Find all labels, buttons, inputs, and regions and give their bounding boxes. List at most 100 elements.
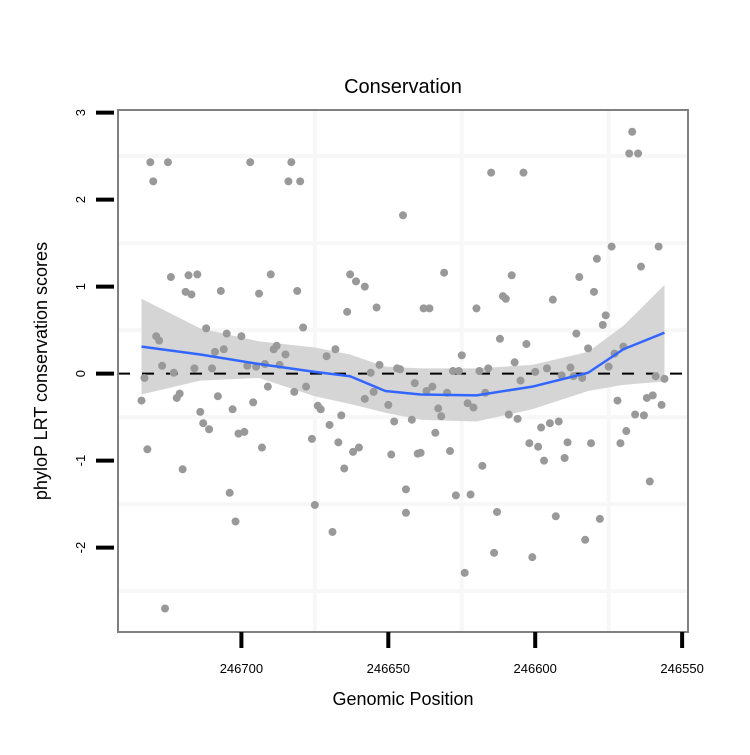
data-point — [178, 465, 187, 474]
data-point — [463, 399, 472, 408]
data-point — [390, 417, 399, 426]
data-point — [607, 242, 616, 251]
x-tick-label: 246600 — [514, 661, 557, 676]
data-point — [340, 464, 349, 473]
smooth-line — [141, 331, 665, 397]
y-tick-label: 0 — [73, 370, 88, 377]
y-axis: 3 2 1 0 -1 -2 — [73, 109, 114, 553]
data-point — [169, 368, 178, 377]
data-point — [528, 553, 537, 562]
data-point — [566, 363, 575, 372]
data-point — [595, 514, 604, 523]
data-point — [193, 270, 202, 279]
y-tick-label: 3 — [73, 109, 88, 116]
smooth-fit-line — [141, 331, 665, 397]
data-point — [146, 158, 155, 167]
data-point — [466, 490, 475, 499]
x-tick-label: 246700 — [220, 661, 263, 676]
data-point — [401, 485, 410, 494]
data-point — [387, 450, 396, 459]
data-point — [349, 447, 358, 456]
data-point — [575, 273, 584, 282]
data-point — [625, 149, 634, 158]
data-point — [208, 364, 217, 373]
data-point — [560, 454, 569, 462]
data-point — [190, 364, 199, 373]
data-point — [581, 535, 590, 544]
data-point — [325, 420, 334, 429]
data-point — [545, 419, 554, 428]
data-point — [490, 548, 499, 557]
data-point — [537, 423, 546, 432]
data-point — [255, 289, 264, 298]
x-axis: 246700 246650 246600 246550 — [220, 632, 704, 676]
data-point — [266, 270, 275, 279]
data-point — [187, 290, 196, 299]
data-point — [331, 345, 340, 354]
data-point — [143, 445, 152, 454]
data-point — [542, 364, 551, 373]
data-point — [231, 517, 240, 526]
data-point — [454, 367, 463, 375]
data-point — [228, 405, 237, 414]
data-point — [210, 347, 219, 356]
data-point — [604, 362, 613, 371]
data-point — [636, 262, 645, 271]
y-tick-label: 2 — [73, 196, 88, 203]
data-point — [534, 442, 543, 451]
data-point — [484, 364, 493, 373]
data-point — [375, 360, 384, 369]
data-point — [316, 405, 325, 414]
data-point — [366, 368, 375, 377]
data-point — [601, 311, 610, 320]
data-point — [322, 352, 331, 361]
data-point — [613, 396, 622, 405]
data-point — [334, 438, 343, 447]
data-point — [416, 448, 425, 457]
x-tick-label: 246550 — [660, 661, 703, 676]
data-point — [360, 394, 369, 403]
data-point — [589, 287, 598, 296]
data-point — [516, 376, 525, 385]
data-point — [205, 425, 214, 434]
data-point — [216, 286, 225, 295]
data-point — [660, 374, 669, 383]
data-point — [460, 568, 469, 577]
data-point — [328, 527, 337, 536]
data-point — [419, 304, 428, 313]
data-point — [572, 329, 581, 338]
data-point — [184, 271, 193, 280]
data-point — [296, 177, 305, 186]
data-point — [372, 303, 381, 312]
data-point — [654, 242, 663, 251]
data-point — [360, 282, 369, 291]
y-tick-label: 1 — [73, 283, 88, 290]
data-point — [299, 323, 308, 332]
data-point — [219, 345, 228, 354]
data-point — [513, 414, 522, 423]
data-point — [196, 407, 205, 416]
data-point — [634, 149, 643, 158]
data-point — [310, 500, 319, 509]
data-point — [302, 382, 311, 391]
y-tick-label: -2 — [73, 542, 88, 554]
data-point — [472, 304, 481, 313]
data-point — [510, 358, 519, 367]
data-point — [354, 443, 363, 452]
data-point — [437, 412, 446, 421]
y-axis-label: phyloP LRT conservation scores — [31, 242, 51, 500]
panel-border — [117, 109, 689, 633]
data-point — [648, 391, 657, 400]
data-point — [622, 427, 631, 436]
data-point — [487, 168, 496, 177]
data-point — [384, 400, 393, 409]
data-point — [451, 491, 460, 500]
data-point — [428, 382, 437, 391]
data-point — [240, 427, 249, 436]
data-point — [440, 268, 449, 277]
data-point — [446, 447, 455, 456]
data-point — [434, 404, 443, 413]
data-point — [161, 604, 170, 613]
data-point — [584, 344, 593, 353]
